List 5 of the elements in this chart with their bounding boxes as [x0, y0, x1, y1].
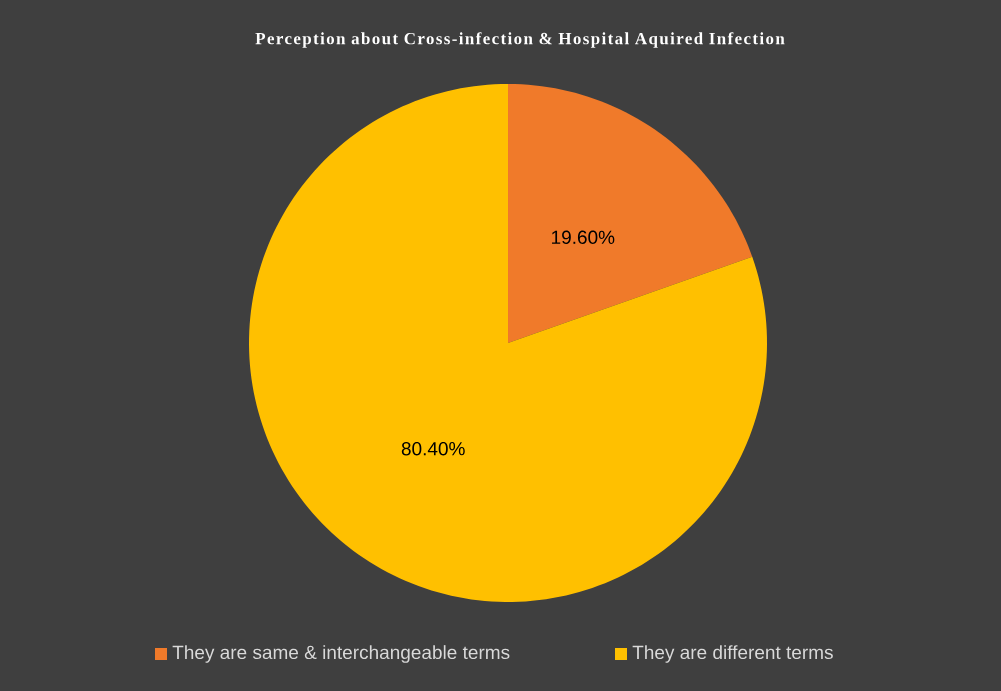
chart-title: Perception about Cross-infection & Hospital Aquired Infection — [255, 32, 785, 48]
data-label: 19.60% — [552, 230, 615, 244]
legend-label: They are different terms — [632, 645, 833, 663]
data-label: 80.40% — [401, 441, 465, 456]
legend-label: They are same & interchangeable terms — [172, 645, 510, 663]
